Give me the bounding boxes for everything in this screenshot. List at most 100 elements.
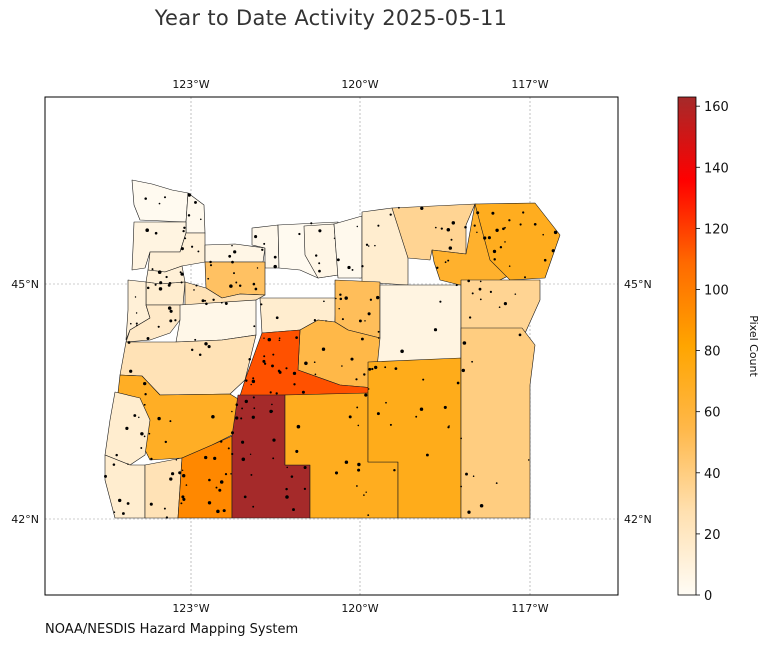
fire-detection-dot — [136, 324, 138, 327]
fire-detection-dot — [377, 330, 380, 333]
fire-detection-dot — [115, 453, 118, 457]
fire-detection-dot — [502, 227, 505, 231]
fire-detection-dot — [273, 264, 277, 269]
fire-detection-dot — [348, 415, 352, 419]
fire-detection-dot — [169, 309, 173, 313]
fire-detection-dot — [333, 237, 336, 240]
fire-detection-dot — [129, 369, 133, 373]
fire-detection-dot — [367, 388, 370, 390]
fire-detection-dot — [447, 259, 450, 262]
fire-detection-dot — [338, 307, 340, 310]
fire-detection-dot — [127, 463, 129, 465]
fire-detection-dot — [138, 416, 140, 419]
fire-detection-dot — [303, 465, 307, 470]
bottom-lon-tick-120: 120°W — [341, 602, 378, 615]
fire-detection-dot — [467, 510, 471, 514]
fire-detection-dot — [365, 243, 369, 246]
fire-detection-dot — [295, 449, 299, 453]
fire-detection-dot — [200, 218, 202, 221]
fire-detection-dot — [204, 455, 208, 460]
fire-detection-dot — [460, 485, 462, 488]
fire-detection-dot — [262, 359, 266, 363]
fire-detection-dot — [169, 420, 172, 423]
fire-detection-dot — [204, 299, 207, 302]
fire-detection-dot — [464, 226, 467, 229]
fire-detection-dot — [478, 287, 482, 291]
fire-detection-dot — [374, 365, 378, 370]
fire-detection-dot — [169, 477, 173, 481]
fire-detection-dot — [238, 284, 242, 288]
fire-detection-dot — [227, 447, 230, 450]
fire-detection-dot — [318, 262, 321, 265]
fire-detection-dot — [286, 466, 288, 469]
fire-detection-dot — [285, 367, 288, 370]
fire-detection-dot — [135, 312, 138, 314]
fire-detection-dot — [321, 347, 326, 351]
fire-detection-dot — [164, 440, 167, 444]
fire-detection-dot — [461, 368, 465, 373]
fire-detection-dot — [243, 495, 247, 499]
fire-detection-dot — [144, 197, 147, 200]
fire-detection-dot — [212, 298, 215, 302]
fire-detection-dot — [367, 312, 371, 316]
fire-detection-dot — [275, 392, 278, 395]
fire-detection-dot — [443, 405, 447, 409]
fire-detection-dot — [433, 328, 438, 332]
fire-detection-dot — [315, 254, 318, 257]
fire-detection-dot — [150, 457, 153, 461]
fire-detection-dot — [471, 360, 474, 363]
fire-detection-dot — [167, 306, 172, 310]
fire-detection-dot — [356, 485, 358, 487]
colorbar-ticks: 0 20 40 60 80 100 120 140 160 — [696, 100, 729, 604]
fire-detection-dot — [487, 236, 491, 240]
fire-detection-dot — [118, 498, 122, 503]
fire-detection-dot — [504, 241, 506, 243]
colorbar-tick-label-0: 0 — [704, 589, 712, 604]
fire-detection-dot — [325, 320, 327, 322]
fire-detection-dot — [344, 296, 348, 300]
fire-detection-dot — [143, 381, 147, 386]
fire-detection-dot — [241, 407, 244, 410]
fire-detection-dot — [273, 255, 277, 259]
fire-detection-dot — [184, 237, 187, 240]
fire-detection-dot — [285, 487, 288, 491]
fire-detection-dot — [533, 222, 537, 226]
fire-detection-dot — [231, 244, 233, 247]
fire-detection-dot — [468, 316, 472, 319]
fire-detection-dot — [148, 432, 151, 435]
fire-detection-dot — [522, 211, 525, 214]
fire-detection-dot — [245, 379, 248, 382]
fire-detection-dot — [415, 415, 418, 418]
fire-detection-dot — [267, 337, 272, 342]
fire-detection-dot — [174, 319, 177, 322]
colorbar-tick-label-120: 120 — [704, 222, 729, 237]
fire-detection-dot — [228, 254, 232, 258]
colorbar-tick-label-20: 20 — [704, 528, 721, 543]
fire-detection-dot — [231, 452, 234, 456]
fire-detection-dot — [253, 407, 256, 410]
fire-detection-dot — [231, 431, 234, 435]
fire-detection-dot — [364, 393, 368, 397]
fire-detection-dot — [318, 269, 321, 273]
fire-detection-dot — [277, 369, 281, 373]
fire-detection-dot — [514, 293, 517, 295]
fire-detection-dot — [448, 246, 453, 250]
fire-detection-dot — [256, 267, 259, 269]
fire-detection-dot — [296, 424, 301, 429]
fire-detection-dot — [252, 505, 255, 508]
fire-detection-dot — [551, 249, 555, 253]
county-wallowa — [474, 202, 561, 281]
fire-detection-dot — [220, 301, 223, 304]
fire-detection-dot — [508, 265, 511, 267]
fire-detection-dot — [216, 509, 220, 514]
fire-detection-dot — [183, 226, 186, 229]
fire-detection-dot — [389, 423, 392, 426]
fire-detection-dot — [479, 504, 484, 508]
fire-detection-dot — [350, 357, 354, 361]
fire-detection-dot — [467, 279, 471, 283]
fire-detection-dot — [498, 306, 501, 309]
fire-detection-dot — [269, 391, 272, 394]
fire-detection-dot — [252, 282, 256, 286]
fire-detection-dot — [400, 349, 404, 354]
